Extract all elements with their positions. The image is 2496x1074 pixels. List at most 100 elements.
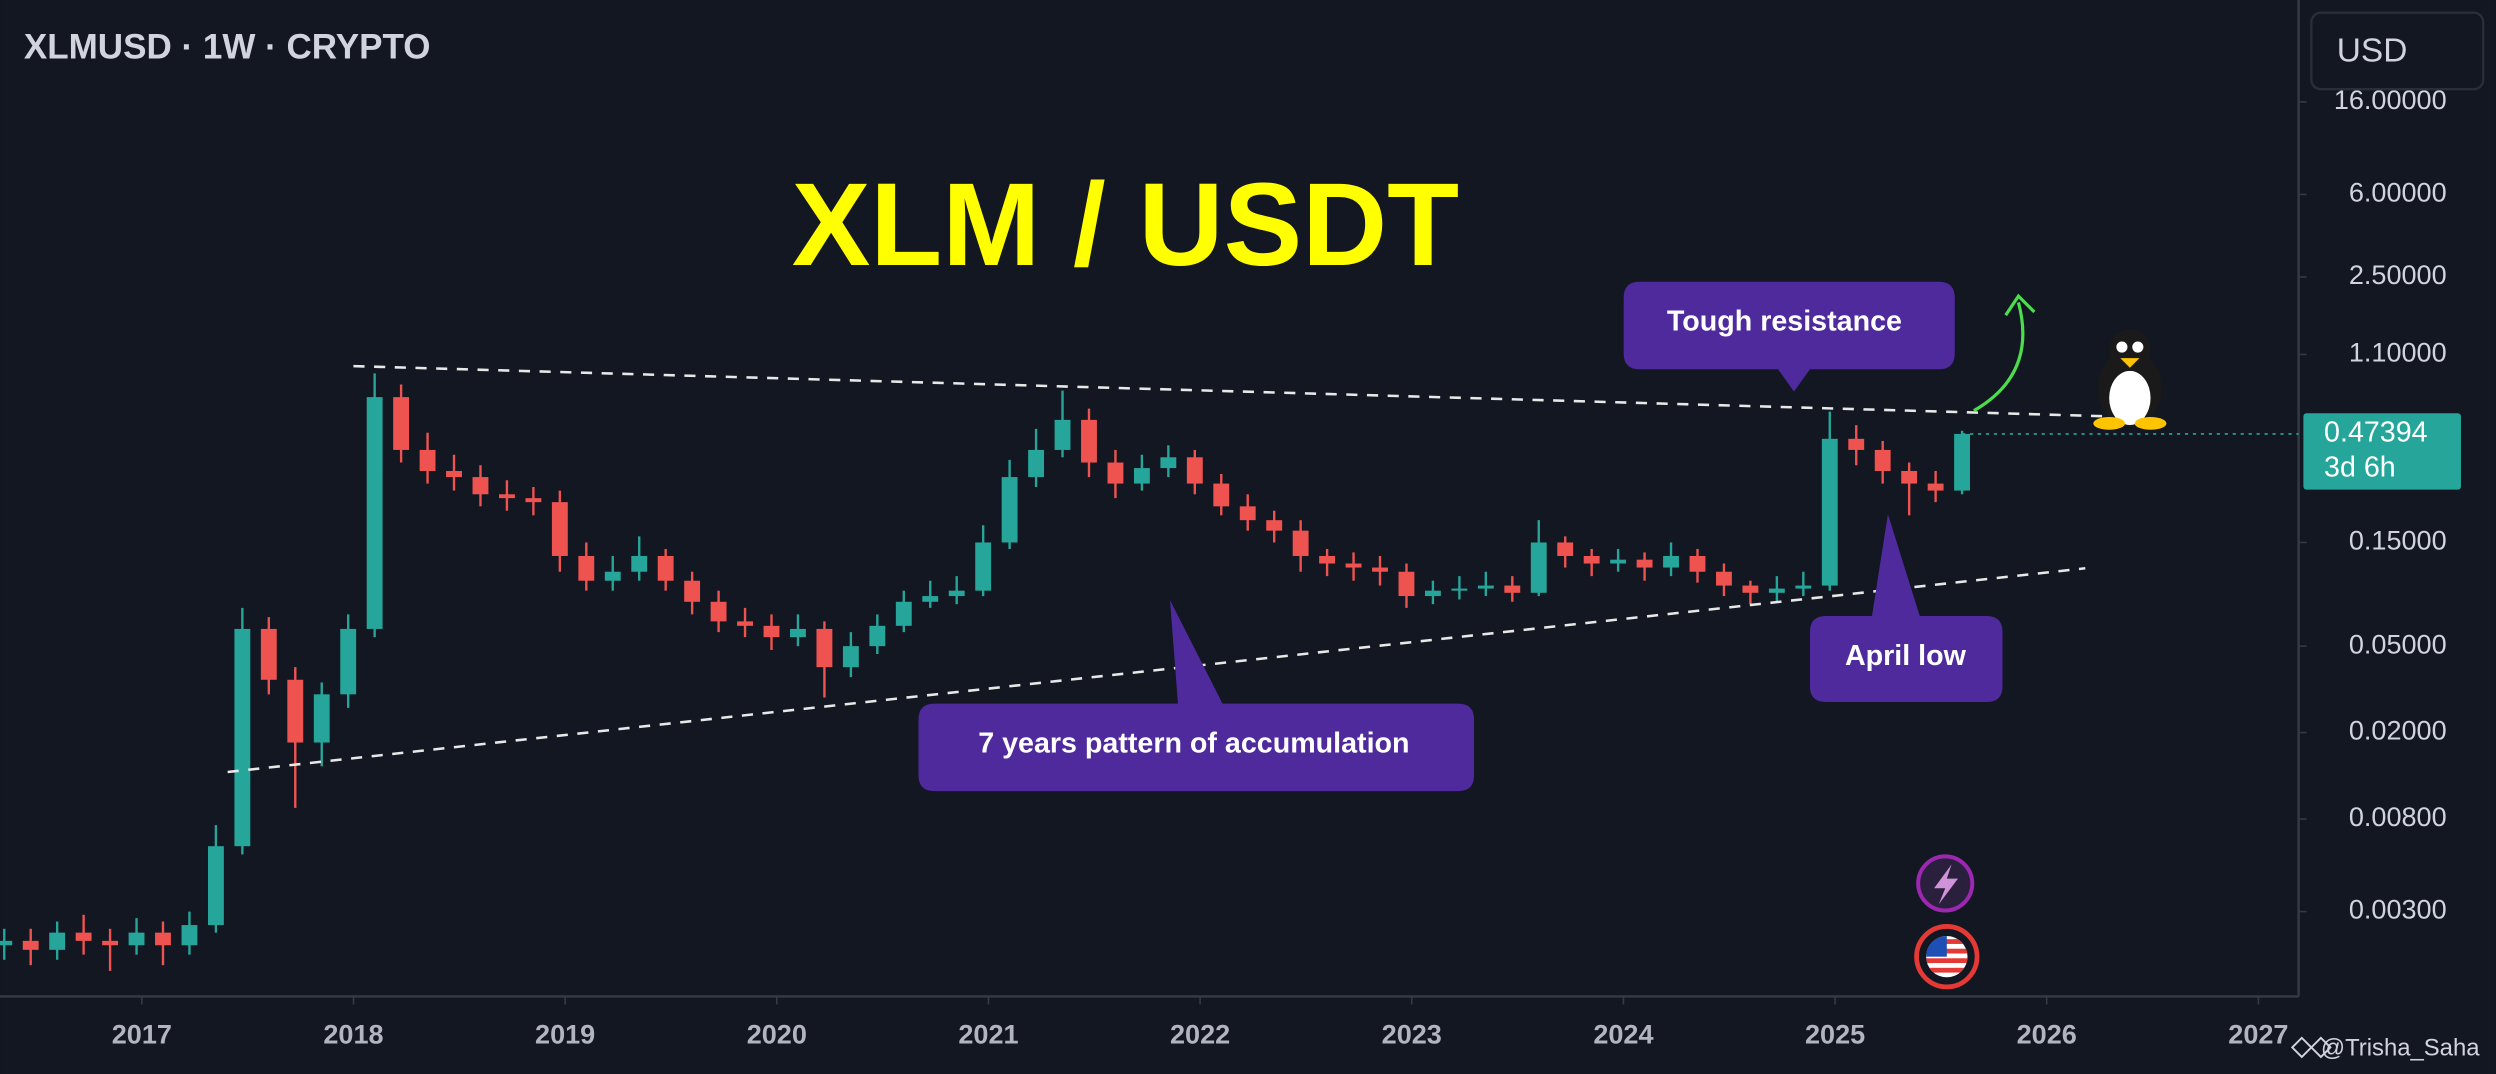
candle-body <box>710 601 727 622</box>
candle-body <box>1504 585 1521 593</box>
candle-body <box>1636 559 1653 568</box>
candle-body <box>551 502 568 556</box>
annotation: April low <box>1845 640 1967 672</box>
currency-button[interactable]: USD <box>2310 11 2485 91</box>
candle-body <box>1266 520 1283 531</box>
watermark: @Trisha_Saha <box>2290 1034 2480 1061</box>
candle-body <box>1239 506 1256 521</box>
candle-body <box>1530 542 1547 593</box>
y-tick-label: 1.10000 <box>2349 338 2447 368</box>
candle-body <box>895 601 912 626</box>
candle-body <box>1927 483 1944 491</box>
candle-body <box>1477 585 1494 589</box>
candle-body <box>975 542 992 591</box>
candle-body <box>1133 468 1150 484</box>
candle-body <box>1028 449 1045 478</box>
breakout-arrow <box>1973 302 2025 413</box>
last-price-box <box>2303 413 2461 490</box>
candle-body <box>340 628 357 695</box>
y-tick-label: 0.05000 <box>2349 629 2447 659</box>
candle-body <box>1768 588 1785 593</box>
candle-body <box>1689 555 1706 572</box>
candle-body <box>128 932 145 946</box>
callout-accumulation: 7 years pattern of accumulation <box>918 600 1475 792</box>
candle-body <box>657 555 674 581</box>
candle-body <box>1319 555 1336 564</box>
candle-body <box>1663 555 1679 568</box>
candle-body <box>1901 470 1918 484</box>
candle-body <box>1424 590 1441 597</box>
annotation: Tough resistance <box>1667 306 1902 338</box>
callout-april-low: April low <box>1809 514 2003 702</box>
candle-body <box>207 846 224 926</box>
y-tick-label: 0.02000 <box>2349 716 2447 746</box>
candle-body <box>684 580 701 602</box>
candle-body <box>446 470 462 478</box>
candle-body <box>1954 433 1971 491</box>
annotation: 7 years pattern of accumulation <box>978 728 1409 760</box>
candle-body <box>1081 419 1097 463</box>
candle-body <box>472 477 489 495</box>
candle-body <box>22 940 39 950</box>
x-tick-label: 2020 <box>747 1019 807 1049</box>
candle-body <box>1821 438 1838 586</box>
chart-title: XLM / USDT <box>792 158 1459 290</box>
x-tick-label: 2025 <box>1805 1019 1865 1049</box>
candle-body <box>287 679 304 743</box>
candle-body <box>869 625 886 647</box>
candle-body <box>155 932 171 946</box>
x-tick-label: 2023 <box>1382 1019 1442 1049</box>
candle-body <box>816 628 833 668</box>
candle-body <box>1292 530 1309 556</box>
penguin-icon <box>2093 329 2167 430</box>
callout-tough-resistance: Tough resistance <box>1623 281 1955 392</box>
candle-body <box>1795 585 1812 589</box>
symbol-header: XLMUSD · 1W · CRYPTO <box>24 28 431 67</box>
support-trendline <box>227 567 2086 774</box>
y-tick-label: 0.00800 <box>2349 802 2447 832</box>
candle-body <box>1848 438 1865 450</box>
candle-body <box>234 628 251 847</box>
candle-body <box>763 625 780 638</box>
y-tick-label: 6.00000 <box>2349 178 2447 208</box>
candle-body <box>366 397 383 629</box>
event-icon[interactable] <box>1916 854 1975 913</box>
plot-area <box>0 373 1971 971</box>
candle-body <box>75 932 92 941</box>
candle-body <box>922 596 939 602</box>
y-tick-label: 2.50000 <box>2349 260 2447 290</box>
candle-body <box>1451 588 1468 591</box>
candle-body <box>102 940 119 946</box>
breakout-arrowhead <box>2004 293 2036 317</box>
y-tick-label: 0.15000 <box>2349 526 2447 556</box>
candle-body <box>260 628 277 680</box>
currency-label[interactable]: USD <box>2337 32 2408 69</box>
x-tick-label: 2026 <box>2017 1019 2077 1049</box>
candle-body <box>578 555 595 581</box>
candle-body <box>525 498 542 503</box>
economic-event-icon[interactable] <box>1914 924 1980 990</box>
resistance-trendline <box>353 364 2134 419</box>
candle-body <box>790 628 806 638</box>
candle-body <box>313 694 330 743</box>
candle-body <box>737 621 753 626</box>
x-tick-label: 2021 <box>958 1019 1018 1049</box>
candle-body <box>842 646 859 668</box>
candle-body <box>1583 555 1600 564</box>
candle-body <box>1054 419 1071 450</box>
y-tick-label: 0.00300 <box>2349 895 2447 925</box>
candle-body <box>1398 571 1415 597</box>
candle-body <box>1107 462 1124 484</box>
candle-body <box>419 449 436 471</box>
last-price-label: 0.47394 <box>2324 416 2428 448</box>
axes: 16.000006.000002.500001.100000.150000.05… <box>112 85 2461 1049</box>
candle-body <box>393 397 410 450</box>
x-tick-label: 2022 <box>1170 1019 1230 1049</box>
candle-body <box>1874 449 1891 471</box>
candle-body <box>49 932 66 950</box>
x-tick-label: 2018 <box>323 1019 383 1049</box>
candle-body <box>498 494 515 499</box>
